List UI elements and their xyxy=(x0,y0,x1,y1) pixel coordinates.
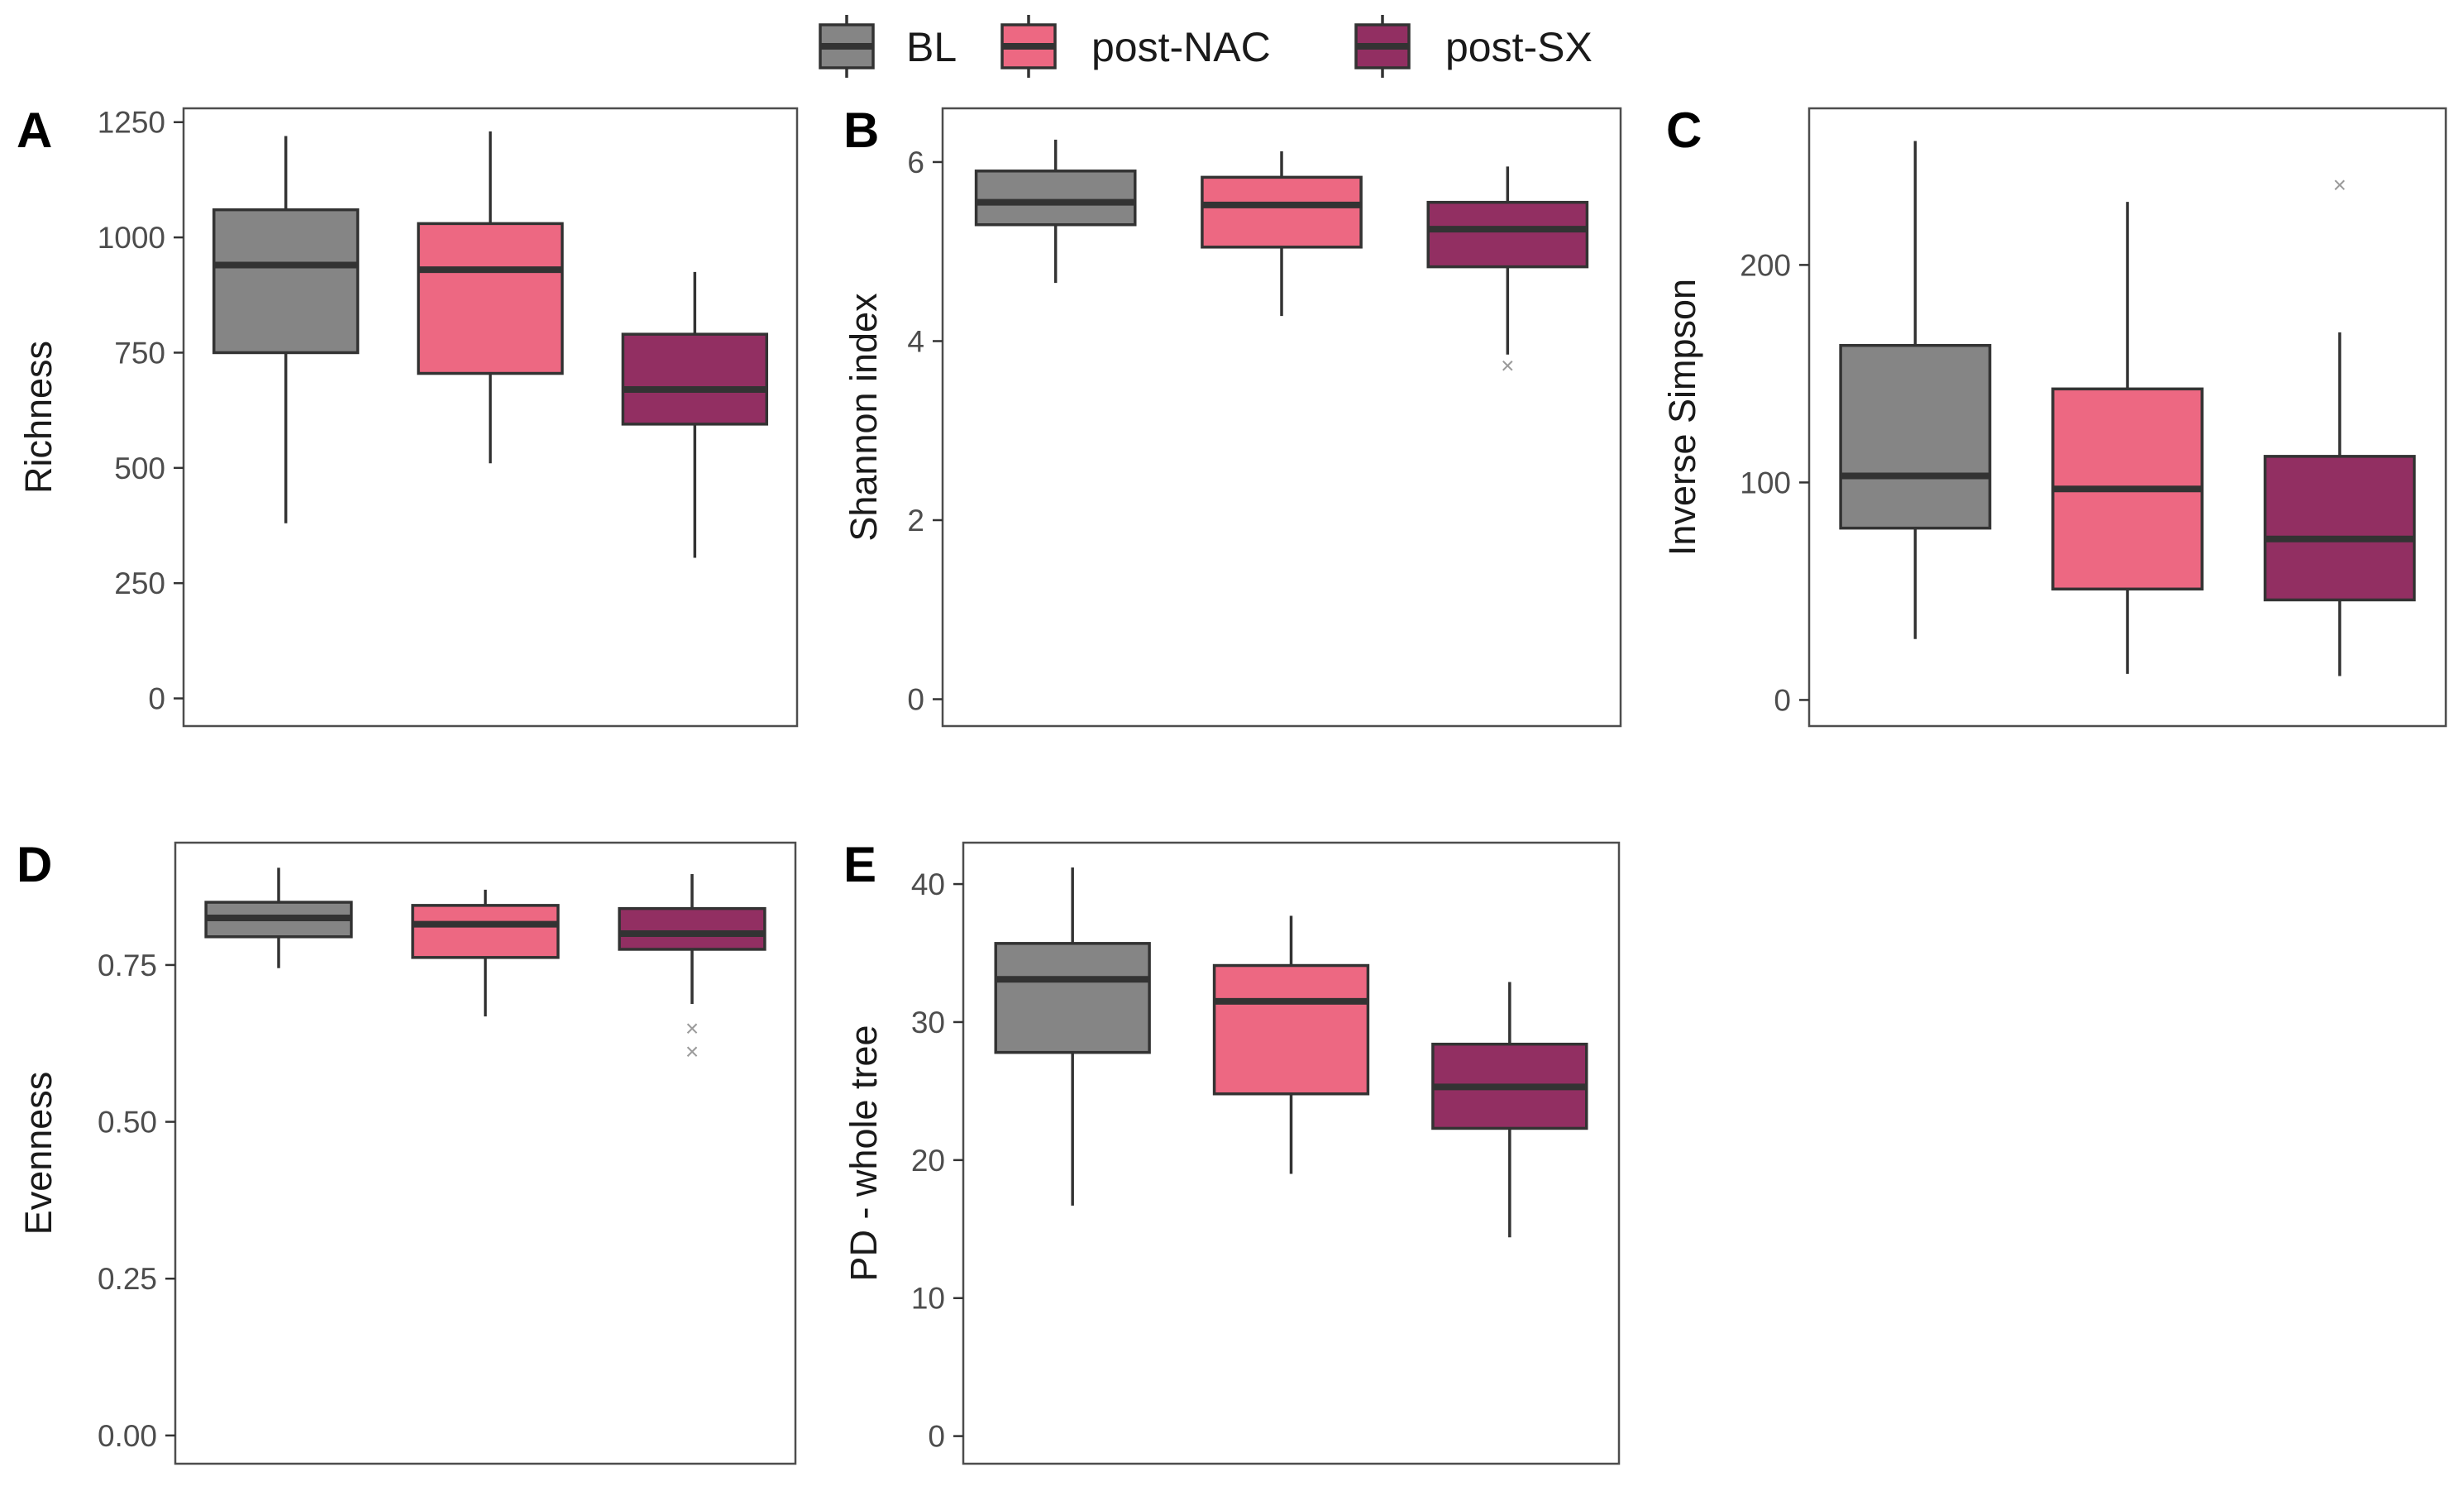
legend-item-post-sx: post-SX xyxy=(1354,15,1593,78)
y-tick-label: 40 xyxy=(911,867,945,901)
legend-label-post-nac: post-NAC xyxy=(1091,24,1271,70)
iqr-box xyxy=(621,332,769,426)
box-bl xyxy=(994,867,1151,1206)
box-post-sx: × xyxy=(1426,166,1589,379)
y-tick-label: 500 xyxy=(114,452,165,485)
iqr-box xyxy=(1212,963,1370,1096)
y-tick-label: 20 xyxy=(911,1144,945,1178)
box-post-nac xyxy=(1201,151,1363,317)
box-post-sx: ×× xyxy=(618,873,766,1064)
y-axis-title: Shannon index xyxy=(843,293,885,542)
iqr-box xyxy=(618,906,766,951)
panel-e: E PD - whole tree 0 10 20 30 40 xyxy=(843,837,1621,1465)
y-tick-label: 1000 xyxy=(98,221,165,255)
iqr-box xyxy=(2263,455,2416,602)
legend-label-post-sx: post-SX xyxy=(1445,24,1593,70)
panel-letter: E xyxy=(843,837,876,892)
box-bl xyxy=(212,136,360,523)
panel-d: D Evenness 0.00 0.25 0.50 0.75 ×× xyxy=(17,837,797,1465)
legend-key-post-sx xyxy=(1354,15,1411,78)
legend-key-bl xyxy=(819,15,875,78)
y-tick-label: 1250 xyxy=(98,106,165,140)
y-tick-label: 100 xyxy=(1740,466,1791,499)
legend: BL post-NAC post-SX xyxy=(819,15,1593,78)
iqr-box xyxy=(994,942,1151,1054)
iqr-box xyxy=(974,170,1137,227)
y-tick-label: 6 xyxy=(907,146,924,179)
y-tick-label: 200 xyxy=(1740,248,1791,282)
box-post-sx xyxy=(621,271,769,558)
y-tick-label: 10 xyxy=(911,1282,945,1316)
iqr-box xyxy=(417,222,564,375)
outlier-point: × xyxy=(685,1039,699,1064)
y-axis-title: Evenness xyxy=(17,1072,60,1235)
box-bl xyxy=(204,867,353,968)
y-tick-label: 0.25 xyxy=(98,1262,157,1296)
box-bl xyxy=(1839,141,1992,639)
y-tick-label: 30 xyxy=(911,1006,945,1039)
outlier-point: × xyxy=(2333,172,2346,198)
panel-a: A Richness 0 250 500 750 1000 1250 xyxy=(17,103,799,728)
box-post-nac xyxy=(2051,202,2204,674)
legend-item-bl: BL xyxy=(819,15,957,78)
y-tick-label: 750 xyxy=(114,336,165,370)
y-tick-label: 0 xyxy=(1774,683,1791,717)
panel-letter: C xyxy=(1666,103,1702,158)
panel-letter: B xyxy=(843,103,879,158)
outlier-point: × xyxy=(685,1016,699,1041)
legend-label-bl: BL xyxy=(906,24,957,70)
y-tick-label: 0.75 xyxy=(98,949,157,982)
y-axis-title: Inverse Simpson xyxy=(1661,279,1703,556)
iqr-box xyxy=(411,904,560,959)
y-tick-label: 0.50 xyxy=(98,1106,157,1140)
box-post-nac xyxy=(417,131,564,464)
y-axis-title: PD - whole tree xyxy=(843,1025,885,1281)
box-bl xyxy=(974,139,1137,284)
y-tick-label: 2 xyxy=(907,504,924,538)
box-post-nac xyxy=(1212,915,1370,1174)
panel-letter: A xyxy=(17,103,52,158)
iqr-box xyxy=(1201,175,1363,249)
y-tick-label: 250 xyxy=(114,566,165,600)
y-tick-label: 0 xyxy=(907,683,924,717)
y-axis-title: Richness xyxy=(17,341,60,494)
legend-item-post-nac: post-NAC xyxy=(1000,15,1271,78)
y-tick-label: 4 xyxy=(907,324,924,358)
y-tick-label: 0 xyxy=(928,1420,945,1454)
iqr-box xyxy=(212,208,360,355)
iqr-box xyxy=(1839,343,1992,530)
box-post-sx: × xyxy=(2263,172,2416,676)
box-post-sx xyxy=(1431,982,1588,1238)
box-post-nac xyxy=(411,889,560,1017)
y-tick-label: 0 xyxy=(148,682,165,716)
iqr-box xyxy=(1426,200,1589,269)
outlier-point: × xyxy=(1501,353,1514,379)
legend-key-post-nac xyxy=(1000,15,1057,78)
panel-c: C Inverse Simpson 0 100 200 × xyxy=(1661,103,2447,728)
panel-letter: D xyxy=(17,837,52,892)
panel-b: B Shannon index 0 2 4 6 × xyxy=(843,103,1622,728)
y-tick-label: 0.00 xyxy=(98,1419,157,1453)
